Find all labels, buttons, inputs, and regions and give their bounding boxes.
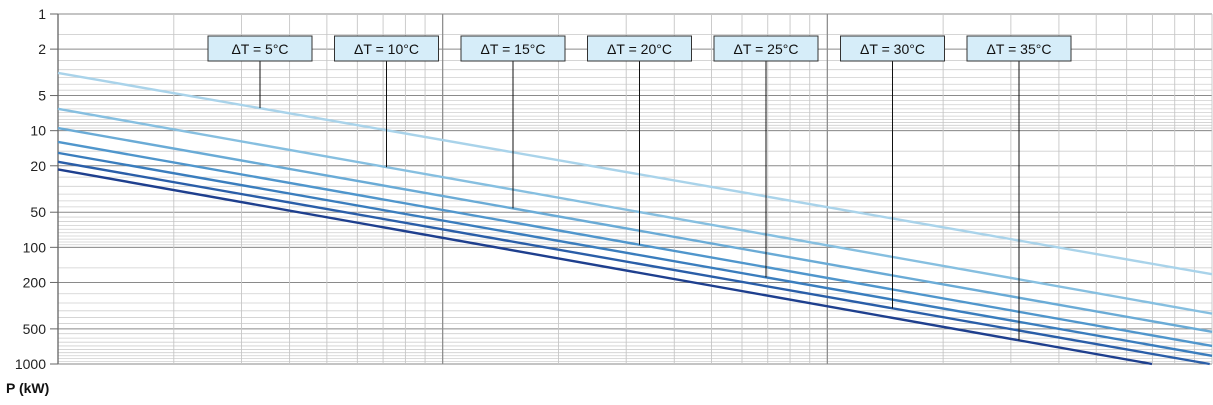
legend-label: ΔT = 35°C: [987, 41, 1052, 57]
legend-label: ΔT = 5°C: [231, 41, 288, 57]
legend-layer: ΔT = 5°C ΔT = 10°C ΔT = 15°C ΔT = 20°C ΔT = …: [207, 35, 1072, 341]
y-tick-label: 1000: [15, 356, 46, 372]
legend-label: ΔT = 10°C: [354, 41, 419, 57]
y-tick-label: 20: [30, 158, 46, 174]
legend-box: [587, 35, 692, 62]
legend-box: [840, 35, 945, 62]
y-axis-label: P (kW): [6, 380, 50, 396]
y-tick-label: 10: [30, 123, 46, 139]
y-tick-label: 50: [30, 204, 46, 220]
y-tick-label: 1: [38, 6, 46, 22]
lines-layer: [57, 71, 1213, 366]
plot-area: [58, 14, 1212, 364]
series-line-4: [57, 140, 1213, 348]
legend-box: [966, 35, 1072, 62]
ticks-layer: 1 2 5 10 20 50 100 200 500 1000: [15, 6, 58, 372]
series-line-2: [57, 107, 1213, 315]
legend-box: [460, 35, 566, 62]
legend-label: ΔT = 20°C: [607, 41, 672, 57]
legend-label: ΔT = 30°C: [860, 41, 925, 57]
series-line-7: [57, 168, 1153, 366]
legend-box: [713, 35, 819, 62]
series-line-6: [57, 160, 1210, 366]
grid-layer: [57, 13, 1213, 365]
legend-box: [207, 35, 313, 62]
legend-box: [334, 35, 439, 62]
legend-label: ΔT = 25°C: [734, 41, 799, 57]
y-tick-label: 200: [23, 274, 47, 290]
series-line-1: [57, 71, 1213, 276]
series-line-5: [57, 151, 1213, 357]
y-tick-label: 5: [38, 88, 46, 104]
y-tick-label: 100: [23, 239, 47, 255]
legend-label: ΔT = 15°C: [481, 41, 546, 57]
y-tick-label: 500: [23, 321, 47, 337]
y-tick-label: 2: [38, 41, 46, 57]
series-line-3: [57, 126, 1213, 334]
